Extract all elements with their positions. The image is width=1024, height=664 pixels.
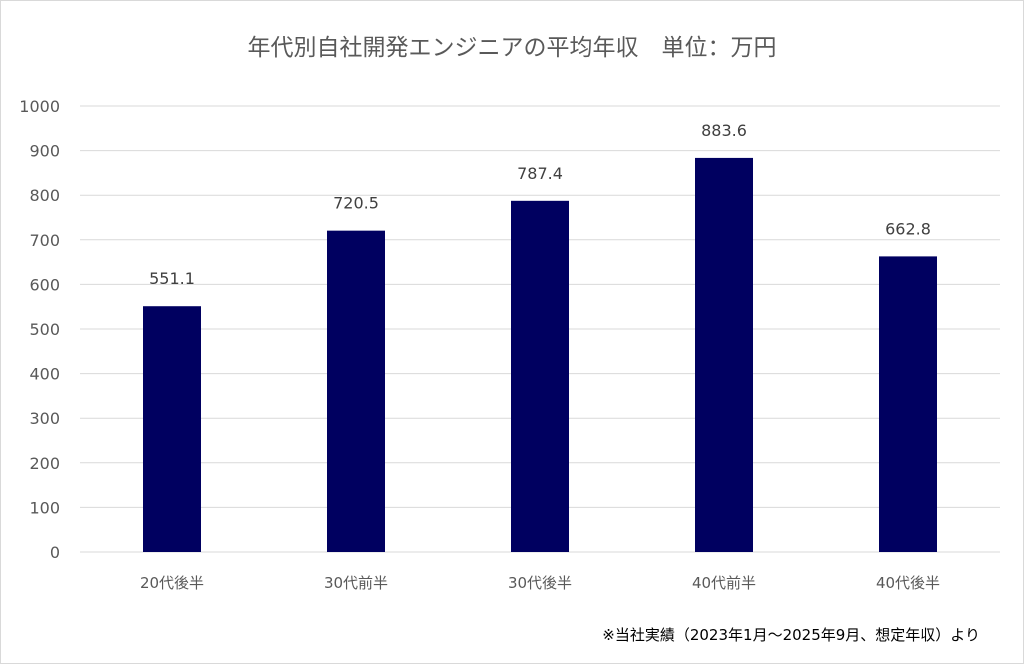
x-tick-label: 20代後半 — [140, 574, 204, 592]
y-tick-label: 700 — [29, 231, 60, 250]
y-tick-label: 400 — [29, 365, 60, 384]
chart-footnote: ※当社実績（2023年1月～2025年9月、想定年収）より — [602, 626, 980, 644]
bar — [143, 306, 201, 552]
y-tick-label: 200 — [29, 454, 60, 473]
bar — [511, 200, 569, 553]
bar — [695, 157, 753, 552]
y-tick-label: 500 — [29, 320, 60, 339]
data-label: 787.4 — [517, 164, 563, 183]
x-tick-label: 40代前半 — [692, 574, 756, 592]
data-label: 883.6 — [701, 121, 747, 140]
y-tick-label: 600 — [29, 275, 60, 294]
x-tick-label: 30代後半 — [508, 574, 572, 592]
y-tick-label: 0 — [50, 543, 60, 562]
data-label: 720.5 — [333, 194, 379, 213]
y-tick-label: 900 — [29, 142, 60, 161]
bar — [879, 256, 937, 552]
data-label: 551.1 — [149, 269, 195, 288]
x-tick-label: 30代前半 — [324, 574, 388, 592]
bar — [327, 230, 385, 553]
y-tick-label: 800 — [29, 186, 60, 205]
y-tick-label: 100 — [29, 498, 60, 517]
data-label: 662.8 — [885, 219, 931, 238]
y-tick-label: 300 — [29, 409, 60, 428]
chart-title: 年代別自社開発エンジニアの平均年収 単位：万円 — [247, 35, 777, 61]
y-tick-label: 1000 — [19, 97, 60, 116]
x-tick-label: 40代後半 — [876, 574, 940, 592]
